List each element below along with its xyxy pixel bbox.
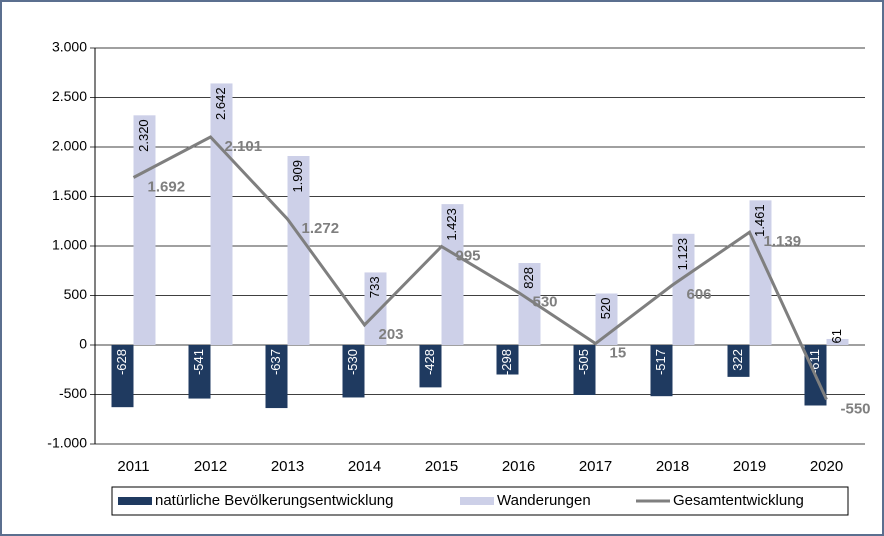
x-tick-label: 2016 — [502, 458, 535, 475]
data-label: -428 — [422, 349, 437, 375]
bar — [441, 204, 464, 345]
bar — [650, 345, 673, 397]
x-tick-label: 2012 — [194, 458, 227, 475]
legend-label: Wanderungen — [497, 492, 591, 509]
line-label: 530 — [533, 293, 558, 310]
data-label: 828 — [521, 267, 536, 289]
line-label: 606 — [687, 286, 712, 303]
x-tick-label: 2011 — [117, 458, 149, 475]
bar — [727, 345, 750, 377]
line-label: 15 — [610, 344, 627, 361]
data-label: -505 — [576, 349, 591, 375]
line-label: 1.139 — [764, 233, 802, 250]
y-tick-label: 2.000 — [52, 138, 87, 154]
y-tick-label: 2.500 — [52, 88, 87, 104]
data-label: 61 — [829, 329, 844, 343]
bar — [265, 345, 288, 409]
bar — [419, 345, 442, 388]
legend-swatch — [460, 497, 494, 505]
data-label: -637 — [268, 349, 283, 375]
data-label: 1.909 — [290, 160, 305, 193]
data-label: 1.461 — [752, 204, 767, 237]
bar — [210, 83, 233, 345]
y-tick-label: 3.000 — [52, 39, 87, 55]
bar — [287, 156, 310, 345]
data-label: 2.642 — [213, 87, 228, 120]
line — [132, 135, 828, 401]
x-tick-label: 2019 — [733, 458, 766, 475]
data-label: -628 — [114, 349, 129, 375]
data-label: -298 — [499, 349, 514, 375]
data-label: -541 — [191, 349, 206, 375]
line-label: 995 — [456, 247, 481, 264]
data-label: -517 — [653, 349, 668, 375]
y-tick-label: 500 — [64, 286, 88, 302]
data-label: 733 — [367, 276, 382, 298]
bar — [826, 338, 849, 345]
data-label: 1.123 — [675, 238, 690, 271]
data-label: 1.423 — [444, 208, 459, 241]
x-tick-label: 2017 — [579, 458, 612, 475]
y-tick-label: 1.500 — [52, 187, 87, 203]
bar — [342, 345, 365, 398]
bar — [111, 345, 134, 408]
y-tick-label: -1.000 — [47, 435, 87, 451]
line-label: 1.692 — [148, 178, 186, 195]
legend-label: natürliche Bevölkerungsentwicklung — [155, 492, 393, 509]
bar — [749, 200, 772, 345]
bar — [364, 272, 387, 345]
x-tick-label: 2015 — [425, 458, 458, 475]
line-label: 1.272 — [302, 220, 340, 237]
data-label: 2.320 — [136, 119, 151, 152]
bar — [518, 263, 541, 345]
bar — [496, 345, 519, 375]
bar — [133, 115, 156, 345]
line-label: 203 — [379, 326, 404, 343]
bar — [188, 345, 211, 399]
bar — [672, 233, 695, 345]
data-label: 322 — [730, 349, 745, 371]
legend-label: Gesamtentwicklung — [673, 492, 804, 509]
x-tick-label: 2013 — [271, 458, 304, 475]
x-tick-label: 2014 — [348, 458, 381, 475]
x-tick-label: 2018 — [656, 458, 689, 475]
data-label: 520 — [598, 298, 613, 320]
x-tick-label: 2020 — [810, 458, 843, 475]
y-tick-label: -500 — [59, 385, 87, 401]
line-label: -550 — [841, 400, 871, 417]
y-tick-label: 0 — [79, 336, 87, 352]
y-tick-label: 1.000 — [52, 237, 87, 253]
data-label: -530 — [345, 349, 360, 375]
bar — [573, 345, 596, 395]
line-label: 2.101 — [225, 138, 263, 155]
legend-swatch — [118, 497, 152, 505]
